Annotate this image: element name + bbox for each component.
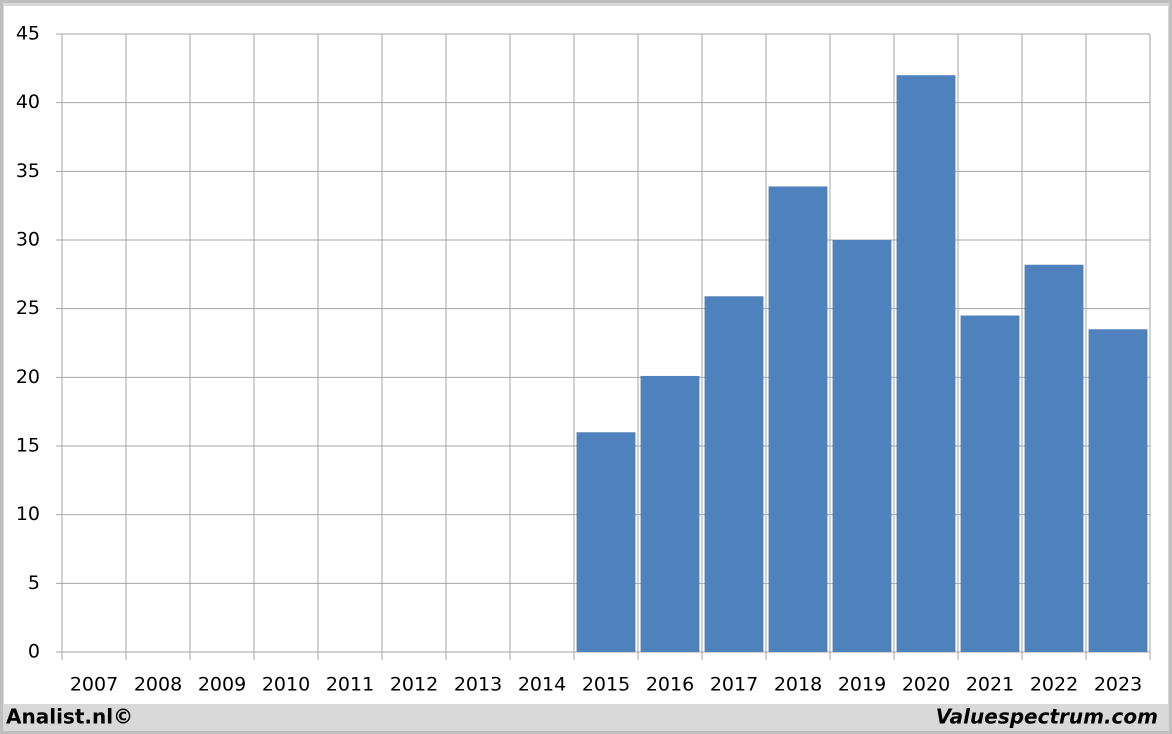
y-tick-label: 10 <box>16 503 40 525</box>
y-tick-label: 25 <box>16 297 40 319</box>
y-tick-label: 0 <box>28 641 40 663</box>
y-tick-label: 35 <box>16 160 40 182</box>
bar <box>960 315 1020 652</box>
y-tick-label: 30 <box>16 229 40 251</box>
x-tick-label: 2011 <box>326 674 374 696</box>
source-left: Analist.nl© <box>6 705 133 729</box>
x-tick-label: 2016 <box>646 674 694 696</box>
bar <box>896 75 956 652</box>
y-tick-label: 40 <box>16 91 40 113</box>
bar <box>704 296 764 652</box>
x-tick-label: 2009 <box>198 674 246 696</box>
x-tick-label: 2013 <box>454 674 502 696</box>
x-tick-label: 2023 <box>1094 674 1142 696</box>
x-tick-label: 2021 <box>966 674 1014 696</box>
x-tick-label: 2010 <box>262 674 310 696</box>
bar <box>1024 264 1084 652</box>
y-tick-label: 5 <box>28 572 40 594</box>
y-tick-label: 20 <box>16 366 40 388</box>
bar <box>1088 329 1148 652</box>
x-tick-label: 2019 <box>838 674 886 696</box>
x-tick-label: 2017 <box>710 674 758 696</box>
x-tick-label: 2022 <box>1030 674 1078 696</box>
x-tick-label: 2014 <box>518 674 566 696</box>
x-tick-label: 2007 <box>70 674 118 696</box>
x-tick-label: 2012 <box>390 674 438 696</box>
bar <box>832 240 892 652</box>
source-right: Valuespectrum.com <box>936 705 1158 729</box>
x-tick-label: 2015 <box>582 674 630 696</box>
x-tick-label: 2008 <box>134 674 182 696</box>
bar <box>768 186 828 652</box>
bar <box>640 375 700 652</box>
x-tick-label: 2018 <box>774 674 822 696</box>
bar <box>576 432 636 652</box>
y-tick-label: 45 <box>16 23 40 45</box>
y-tick-label: 15 <box>16 435 40 457</box>
x-tick-label: 2020 <box>902 674 950 696</box>
